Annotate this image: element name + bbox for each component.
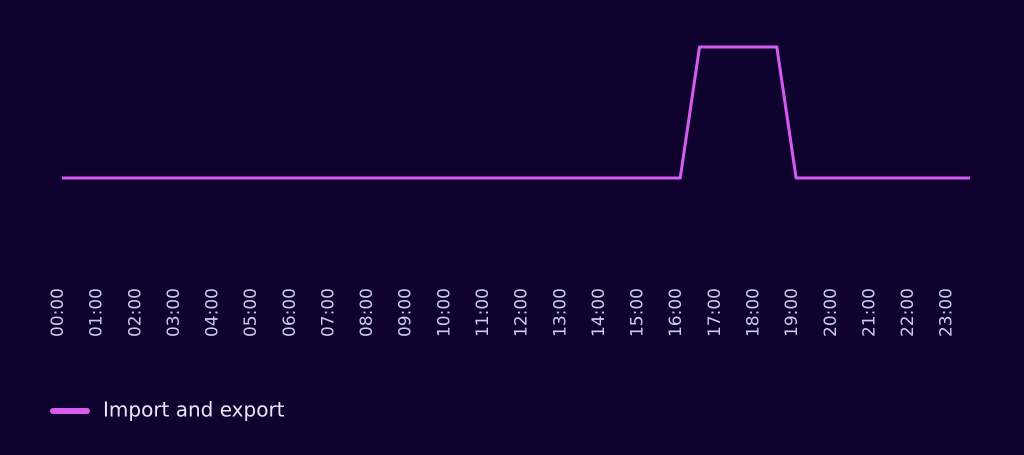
- x-tick-label: 13:00: [550, 288, 570, 337]
- x-tick-label: 02:00: [125, 288, 145, 337]
- x-tick-label: 00:00: [48, 288, 68, 337]
- x-tick-label: 06:00: [280, 288, 300, 337]
- x-tick-label: 14:00: [589, 288, 609, 337]
- x-tick-label: 18:00: [743, 288, 763, 337]
- x-tick-label: 04:00: [203, 288, 223, 337]
- x-tick-label: 12:00: [512, 288, 532, 337]
- x-tick-label: 01:00: [87, 288, 107, 337]
- x-tick-label: 20:00: [821, 288, 841, 337]
- legend-label: Import and export: [103, 398, 285, 422]
- x-tick-label: 09:00: [396, 288, 416, 337]
- x-tick-label: 21:00: [859, 288, 879, 337]
- x-tick-label: 08:00: [357, 288, 377, 337]
- x-tick-label: 17:00: [705, 288, 725, 337]
- data-line: [62, 45, 970, 180]
- x-tick-label: 19:00: [782, 288, 802, 337]
- x-tick-label: 03:00: [164, 288, 184, 337]
- x-tick-label: 22:00: [898, 288, 918, 337]
- x-tick-label: 11:00: [473, 288, 493, 337]
- x-tick-label: 07:00: [318, 288, 338, 337]
- x-tick-label: 05:00: [241, 288, 261, 337]
- x-tick-label: 15:00: [628, 288, 648, 337]
- x-tick-label: 23:00: [937, 288, 957, 337]
- x-tick-label: 10:00: [434, 288, 454, 337]
- x-tick-label: 16:00: [666, 288, 686, 337]
